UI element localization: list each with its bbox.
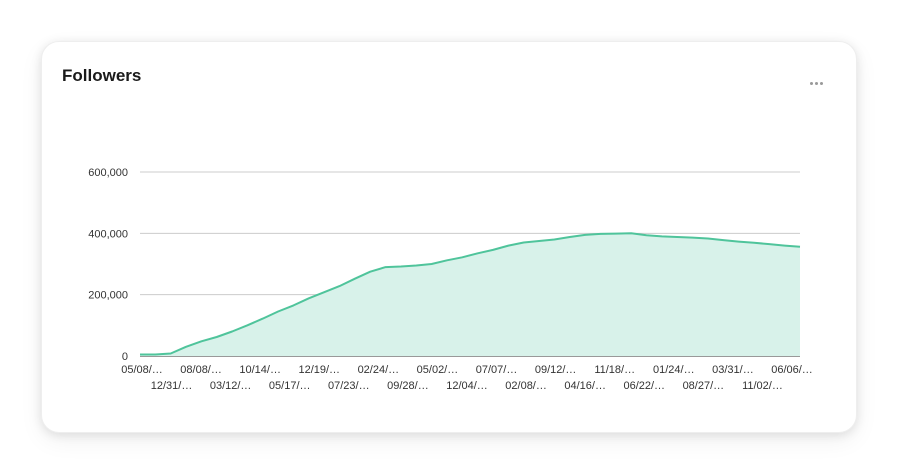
more-horizontal-icon bbox=[809, 81, 813, 85]
x-tick-label: 02/08/… bbox=[505, 380, 547, 392]
card-title: Followers bbox=[62, 66, 142, 85]
followers-card: Followers 0 200,000 400,000 600,000 05/08/…… bbox=[41, 41, 857, 433]
x-tick-label: 05/02/… bbox=[417, 364, 459, 376]
more-icon-dot bbox=[814, 81, 818, 85]
y-tick-label: 0 bbox=[122, 351, 128, 363]
followers-area-chart: 0 200,000 400,000 600,000 05/08/… 12/31/… 08/… bbox=[88, 167, 813, 392]
x-tick-label: 09/28/… bbox=[387, 380, 429, 392]
x-tick-label: 02/24/… bbox=[358, 364, 400, 376]
x-tick-label: 04/16/… bbox=[564, 380, 606, 392]
x-tick-label: 12/31/… bbox=[151, 380, 193, 392]
y-tick-label: 200,000 bbox=[88, 290, 128, 302]
y-tick-label: 400,000 bbox=[88, 228, 128, 240]
area-fill bbox=[140, 233, 800, 356]
x-tick-label: 09/12/… bbox=[535, 364, 577, 376]
area-series bbox=[140, 232, 801, 356]
series-line bbox=[140, 232, 801, 356]
more-icon-dot bbox=[819, 81, 823, 85]
x-tick-label: 12/19/… bbox=[298, 364, 340, 376]
y-axis: 0 200,000 400,000 600,000 bbox=[88, 167, 128, 363]
more-options-button[interactable] bbox=[802, 74, 830, 92]
x-tick-label: 11/18/… bbox=[594, 364, 635, 376]
x-tick-label: 12/04/… bbox=[446, 380, 488, 392]
x-tick-label: 07/23/… bbox=[328, 380, 370, 392]
x-tick-label: 06/22/… bbox=[623, 380, 665, 392]
y-tick-label: 600,000 bbox=[88, 167, 128, 179]
x-tick-label: 08/27/… bbox=[683, 380, 725, 392]
x-tick-label: 08/08/… bbox=[180, 364, 222, 376]
x-tick-label: 03/12/… bbox=[210, 380, 252, 392]
x-axis: 05/08/… 12/31/… 08/08/… 03/12/… 10/14/… 05/17… bbox=[121, 364, 813, 392]
x-tick-label: 06/06/… bbox=[771, 364, 813, 376]
x-tick-label: 05/17/… bbox=[269, 380, 311, 392]
x-tick-label: 01/24/… bbox=[653, 364, 695, 376]
x-tick-label: 11/02/… bbox=[742, 380, 783, 392]
x-tick-label: 05/08/… bbox=[121, 364, 163, 376]
x-tick-label: 07/07/… bbox=[476, 364, 518, 376]
x-tick-label: 10/14/… bbox=[239, 364, 281, 376]
x-tick-label: 03/31/… bbox=[712, 364, 754, 376]
